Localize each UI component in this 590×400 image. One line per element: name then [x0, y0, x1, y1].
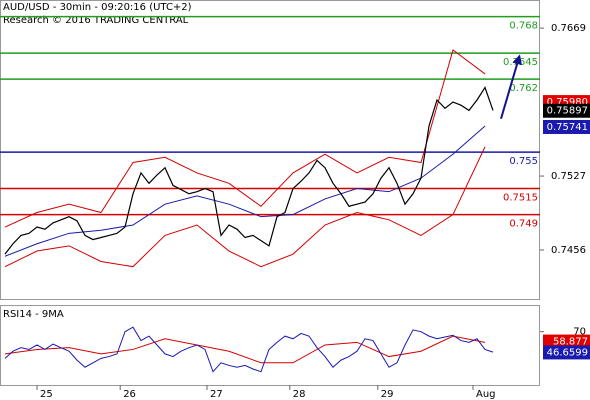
y-tick-label: 0.7456: [551, 245, 586, 256]
forecast-arrow: [500, 54, 522, 120]
lower-band: [4, 146, 486, 268]
price-tag-label: 0.75741: [547, 122, 588, 133]
chart-subtitle: Research © 2016 TRADING CENTRAL: [3, 15, 189, 26]
price-tag: [543, 119, 590, 134]
level-label: 0.762: [509, 83, 538, 94]
x-tick-label: 27: [210, 389, 223, 400]
x-tick-label: 25: [40, 389, 53, 400]
rsi-ma: [4, 335, 486, 364]
price-tag-label: 58.877: [553, 337, 588, 348]
price-tag-label: 46.6599: [547, 347, 588, 358]
rsi-frame: [0, 305, 540, 386]
x-tick-label: 26: [123, 389, 136, 400]
price-line: [4, 86, 494, 255]
price-tag-label: 0.75897: [547, 106, 588, 117]
x-tick-label: 28: [293, 389, 306, 400]
chart-title: AUD/USD - 30min - 09:20:16 (UTC+2): [3, 2, 192, 13]
x-tick-label: 29: [381, 389, 394, 400]
price-tag: [543, 334, 590, 349]
y-tick-label: 0.7669: [551, 23, 586, 34]
level-label: 0.7515: [503, 193, 538, 204]
level-label: 0.7645: [503, 57, 538, 68]
rsi-line: [4, 326, 494, 373]
level-label: 0.749: [509, 219, 538, 230]
y-tick-label: 0.7527: [551, 171, 586, 182]
main-frame: [0, 0, 540, 300]
y-tick-label: 70: [573, 327, 586, 338]
rsi-title: RSI14 - 9MA: [3, 309, 64, 320]
price-tag: [543, 345, 590, 360]
level-label: 0.755: [509, 156, 538, 167]
x-tick-label: Aug: [476, 389, 496, 400]
level-label: 0.768: [509, 21, 538, 32]
price-tag-label: 0.75980: [547, 97, 588, 108]
price-tag: [543, 103, 590, 118]
moving-average: [4, 125, 486, 257]
upper-band: [4, 49, 486, 228]
